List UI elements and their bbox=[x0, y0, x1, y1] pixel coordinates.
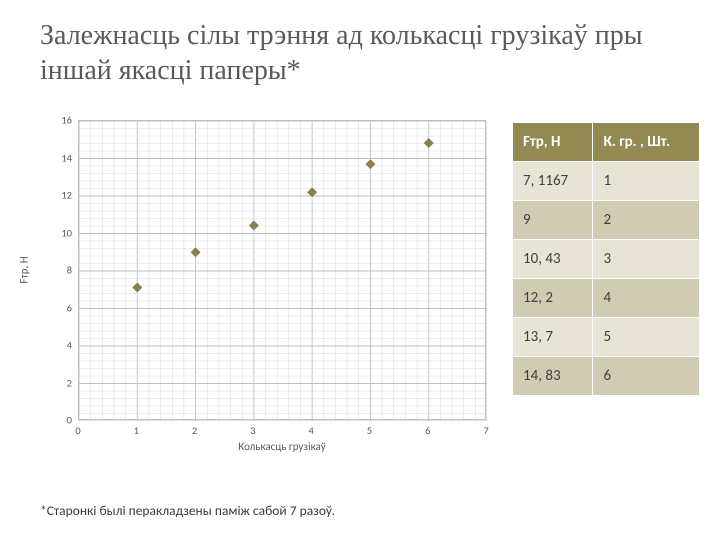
table-row: 12, 24 bbox=[513, 279, 700, 318]
ytick-label: 12 bbox=[46, 189, 72, 202]
table-header-row: Fтр, НК. гр. , Шт. bbox=[513, 123, 700, 162]
ytick-label: 14 bbox=[46, 151, 72, 164]
scatter-chart: Fтр, Н 0246810121416 01234567 Колькасць … bbox=[46, 120, 486, 460]
ytick-label: 10 bbox=[46, 226, 72, 239]
table-cell: 1 bbox=[593, 162, 700, 201]
table-cell: 10, 43 bbox=[513, 240, 593, 279]
xtick-label: 6 bbox=[418, 424, 438, 437]
table-header-cell: К. гр. , Шт. bbox=[593, 123, 700, 162]
table-cell: 3 bbox=[593, 240, 700, 279]
xtick-label: 1 bbox=[126, 424, 146, 437]
footnote: *Старонкі былі перакладзены паміж сабой … bbox=[40, 502, 335, 519]
ytick-label: 4 bbox=[46, 339, 72, 352]
table-row: 7, 11671 bbox=[513, 162, 700, 201]
table-header-cell: Fтр, Н bbox=[513, 123, 593, 162]
table-cell: 13, 7 bbox=[513, 318, 593, 357]
table-row: 14, 836 bbox=[513, 357, 700, 396]
page-title: Залежнасць сілы трэння ад колькасці груз… bbox=[40, 18, 680, 88]
table-cell: 5 bbox=[593, 318, 700, 357]
ytick-label: 6 bbox=[46, 301, 72, 314]
ytick-label: 2 bbox=[46, 376, 72, 389]
xtick-label: 3 bbox=[243, 424, 263, 437]
table-row: 13, 75 bbox=[513, 318, 700, 357]
plot-svg bbox=[79, 121, 487, 421]
xtick-label: 0 bbox=[68, 424, 88, 437]
table-cell: 6 bbox=[593, 357, 700, 396]
x-axis-label: Колькасць грузікаў bbox=[78, 440, 486, 453]
data-table: Fтр, НК. гр. , Шт. 7, 116719210, 43312, … bbox=[512, 122, 700, 396]
table-cell: 4 bbox=[593, 279, 700, 318]
table-row: 92 bbox=[513, 201, 700, 240]
plot-box bbox=[78, 120, 486, 420]
xtick-label: 7 bbox=[476, 424, 496, 437]
ytick-label: 16 bbox=[46, 114, 72, 127]
table-body: 7, 116719210, 43312, 2413, 7514, 836 bbox=[513, 162, 700, 396]
table-cell: 2 bbox=[593, 201, 700, 240]
table-cell: 12, 2 bbox=[513, 279, 593, 318]
table-cell: 9 bbox=[513, 201, 593, 240]
table-cell: 7, 1167 bbox=[513, 162, 593, 201]
table-cell: 14, 83 bbox=[513, 357, 593, 396]
ytick-label: 8 bbox=[46, 264, 72, 277]
xtick-label: 4 bbox=[301, 424, 321, 437]
y-axis-label: Fтр, Н bbox=[18, 256, 31, 283]
xtick-label: 2 bbox=[185, 424, 205, 437]
xtick-label: 5 bbox=[359, 424, 379, 437]
table-row: 10, 433 bbox=[513, 240, 700, 279]
